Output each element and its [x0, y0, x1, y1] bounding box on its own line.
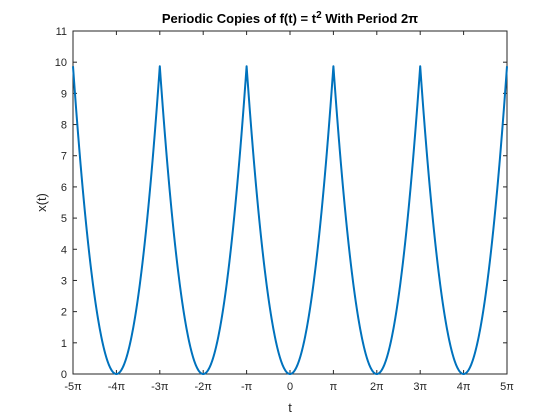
x-tick-label: -4π — [108, 381, 126, 393]
y-tick-label: 0 — [61, 369, 67, 381]
series-line — [72, 65, 508, 375]
x-tick-label: -3π — [151, 381, 169, 393]
y-tick-label: 8 — [61, 120, 67, 132]
y-tick-label: 3 — [61, 275, 67, 287]
x-tick-label: 2π — [370, 381, 384, 393]
plot-area-frame — [72, 30, 508, 375]
y-tick-label: 10 — [55, 57, 67, 69]
x-tick-label: -5π — [64, 381, 82, 393]
chart-title: Periodic Copies of f(t) = t2 With Period… — [162, 10, 418, 26]
x-tick-label: 4π — [457, 381, 471, 393]
y-tick-label: 5 — [61, 213, 67, 225]
y-tick-label: 11 — [56, 26, 67, 38]
x-tick-label: 3π — [413, 381, 427, 393]
chart-title-main: Periodic Copies of f(t) = t — [162, 11, 317, 26]
chart-title-superscript: 2 — [316, 10, 322, 21]
y-tick-label: 2 — [61, 307, 67, 319]
x-axis-label: t — [288, 400, 292, 415]
x-tick-label: π — [330, 381, 338, 393]
y-tick-label: 7 — [61, 151, 67, 163]
x-tick-label: 5π — [500, 381, 514, 393]
y-axis-label: x(t) — [34, 193, 49, 212]
y-tick-label: 1 — [61, 338, 67, 350]
x-tick-label: -π — [241, 381, 253, 393]
y-tick-label: 6 — [61, 182, 67, 194]
y-tick-label: 4 — [61, 244, 67, 256]
y-tick-label: 9 — [61, 88, 67, 100]
x-tick-label: 0 — [287, 381, 293, 393]
chart-title-tail: With Period 2π — [322, 11, 419, 26]
x-tick-label: -2π — [195, 381, 213, 393]
